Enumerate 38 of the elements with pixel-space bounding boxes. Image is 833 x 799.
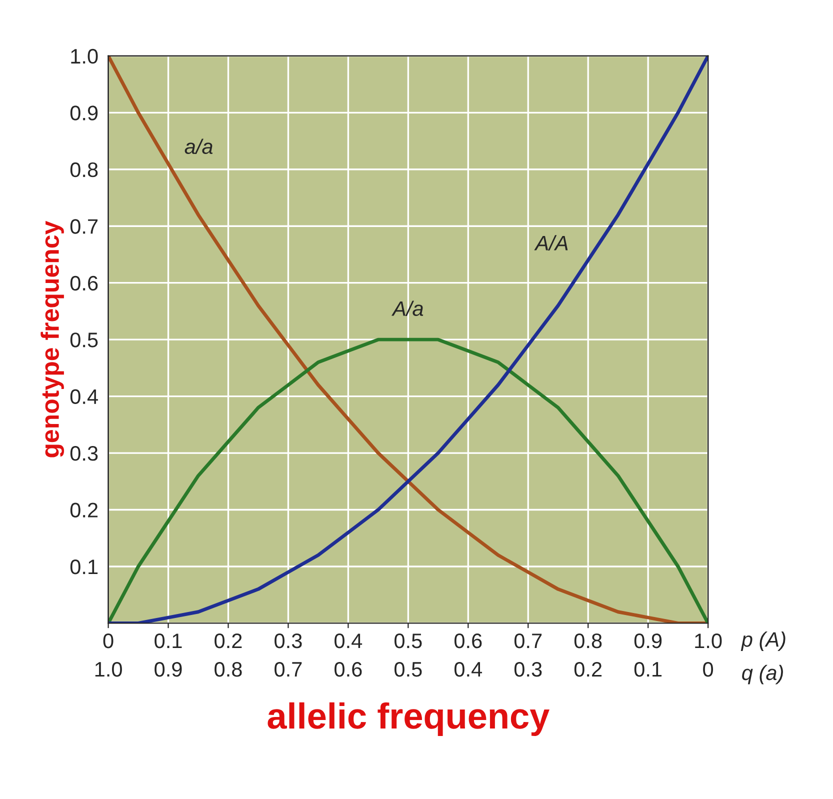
y-tick-label: 0.5 (70, 332, 98, 348)
x-tick-label: 0 (103, 633, 114, 648)
x2-tick-label: 0.1 (634, 662, 662, 677)
x-tick-label: 0.5 (394, 633, 422, 648)
y-tick-label: 1.0 (71, 48, 98, 64)
text: q (a) (742, 664, 783, 684)
y-tick-label: 0.3 (70, 446, 98, 461)
x2-tick-label: 0.2 (574, 662, 602, 677)
x-tick-label: 0.7 (514, 633, 542, 648)
y-tick-label: 0.9 (70, 106, 98, 120)
x-tick-label: 0.9 (634, 633, 662, 648)
x-tick-label: 0.6 (454, 633, 482, 648)
y-tick-label: 0.8 (70, 162, 98, 178)
x2-tick-label: 0.6 (334, 662, 362, 677)
x-tick-label: 0.8 (574, 633, 602, 648)
x2-tick-label: 0 (703, 662, 714, 677)
x2-tick-label: 0.8 (214, 662, 242, 677)
x2-tick-label: 0.7 (274, 662, 302, 677)
x-tick-label: 0.2 (214, 633, 242, 648)
y-tick-label: 0.7 (70, 219, 98, 234)
y-tick-label: 0.6 (70, 276, 98, 291)
x2-tick-label: 1.0 (95, 662, 122, 677)
x-tick-label: 0.3 (274, 633, 302, 648)
series-label: A/A (534, 235, 568, 250)
y-tick-label: 0.1 (70, 559, 98, 574)
series-label: a/a (184, 138, 213, 154)
text: p (A) (740, 632, 786, 651)
x-tick-label: 0.4 (334, 633, 362, 648)
x2-tick-label: 0.9 (154, 662, 182, 677)
x2-tick-label: 0.4 (454, 662, 482, 677)
x-tick-label: 0.1 (154, 633, 182, 648)
y-tick-label: 0.2 (70, 502, 98, 518)
x-tick-label: 1.0 (695, 633, 722, 648)
y-axis-title: genotype frequency (40, 220, 64, 458)
x2-tick-label: 0.3 (514, 662, 542, 677)
x-axis-title: allelic frequency (268, 702, 550, 736)
y-tick-label: 0.4 (70, 389, 98, 404)
x2-tick-label: 0.5 (394, 662, 422, 677)
